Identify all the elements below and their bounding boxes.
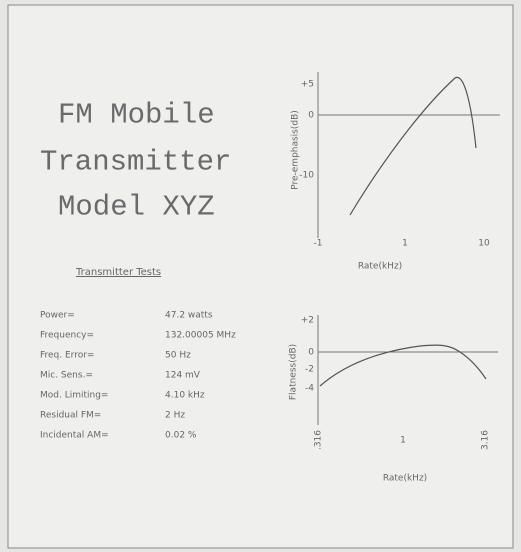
flatness-chart: +2 0 -2 -4 .316 1 3.16 Flatness(dB) Rate… [289, 315, 498, 484]
y-axis-label: Flatness(dB) [289, 344, 299, 400]
test-value: 124 mV [165, 371, 201, 381]
x-tick-label: .316 [314, 430, 324, 450]
pre-emphasis-chart: +5 0 -10 -1 1 10 Pre-emphasis(dB) Rate(k… [291, 72, 500, 272]
test-label: Incidental AM= [40, 431, 109, 441]
y-tick-label: 0 [308, 348, 314, 358]
tests-table: Power= 47.2 watts Frequency= 132.00005 MHz F… [40, 311, 236, 441]
test-label: Freq. Error= [40, 351, 94, 361]
y-tick-label: -2 [305, 365, 314, 375]
x-tick-label: 10 [478, 239, 490, 249]
test-label: Residual FM= [40, 411, 101, 421]
x-tick-label: 1 [402, 239, 408, 249]
y-tick-label: -10 [299, 171, 314, 181]
test-label: Mic. Sens.= [40, 371, 93, 381]
test-label: Power= [40, 311, 75, 321]
title-line: Model XYZ [58, 191, 215, 224]
x-tick-label: -1 [314, 239, 323, 249]
card-border [7, 4, 514, 549]
test-label: Frequency= [40, 331, 94, 341]
y-axis-label: Pre-emphasis(dB) [291, 110, 301, 190]
y-tick-label: -4 [305, 384, 314, 394]
x-axis-label: Rate(kHz) [383, 474, 427, 484]
test-label: Mod. Limiting= [40, 391, 108, 401]
test-value: 2 Hz [165, 411, 185, 421]
x-tick-label: 3.16 [481, 430, 491, 450]
test-value: 4.10 kHz [165, 391, 205, 401]
y-tick-label: 0 [308, 111, 314, 121]
y-tick-label: +5 [301, 80, 314, 90]
test-value: 50 Hz [165, 351, 191, 361]
tests-heading: Transmitter Tests [75, 267, 161, 278]
test-value: 0.02 % [165, 431, 197, 441]
title-line: Transmitter [40, 146, 231, 179]
test-value: 47.2 watts [165, 311, 213, 321]
x-tick-label: 1 [400, 436, 406, 446]
y-tick-label: +2 [301, 316, 314, 326]
test-value: 132.00005 MHz [165, 331, 236, 341]
x-axis-label: Rate(kHz) [358, 262, 402, 272]
title-line: FM Mobile [58, 99, 215, 132]
